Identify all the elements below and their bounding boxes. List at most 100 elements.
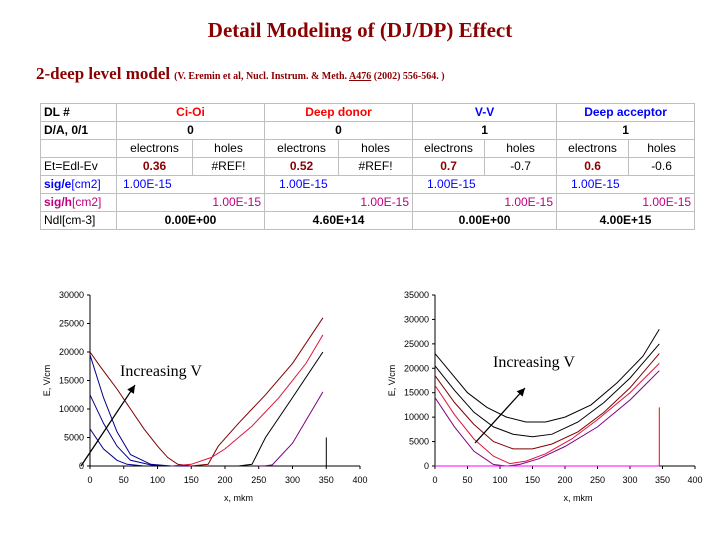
increasing-v-arrow: [474, 387, 526, 444]
y-tick-label: 10000: [404, 412, 429, 422]
x-tick-label: 50: [119, 475, 129, 485]
y-tick-label: 20000: [59, 347, 84, 357]
electrons-header: electrons: [264, 139, 340, 158]
series-line: [434, 328, 660, 423]
et-value: #REF!: [338, 157, 414, 176]
series-line: [434, 353, 660, 450]
y-tick-label: 30000: [404, 314, 429, 324]
slide-title: Detail Modeling of (DJ/DP) Effect: [207, 18, 513, 42]
electrons-header: electrons: [412, 139, 486, 158]
y-tick-label: 25000: [404, 339, 429, 349]
y-tick-label: 20000: [404, 363, 429, 373]
left-field-chart-svg: 0500010000150002000025000300000501001502…: [42, 290, 368, 503]
y-tick-label: 0: [424, 461, 429, 471]
level-ci-oi: Ci-Oi: [115, 103, 266, 122]
increasing-v-arrow: [80, 384, 136, 467]
x-axis-label: x, mkm: [564, 493, 593, 503]
ndl-value: 4.00E+15: [556, 211, 696, 230]
y-axis-label: E, V/cm: [42, 365, 52, 397]
x-tick-label: 200: [217, 475, 232, 485]
x-tick-label: 300: [285, 475, 300, 485]
y-tick-label: 10000: [59, 404, 84, 414]
da-value: 1: [556, 121, 696, 140]
sig-h-label: sig/h[cm2]: [40, 193, 117, 212]
sig-h-label-unit: [cm2]: [72, 195, 102, 209]
dl-label: DL #: [40, 103, 117, 122]
da-value: 1: [412, 121, 558, 140]
holes-header: holes: [628, 139, 696, 158]
sig-h-value: 1.00E-15: [115, 193, 266, 212]
table-row-sig-e: sig/e[cm2] 1.00E-15 1.00E-15 1.00E-15 1.…: [40, 175, 696, 194]
subtitle-main: 2-deep level model: [36, 64, 171, 83]
sig-e-label-unit: [cm2]: [71, 177, 101, 191]
sig-e-label: sig/e[cm2]: [40, 175, 117, 194]
et-value: 0.52: [264, 157, 340, 176]
electrons-header: electrons: [556, 139, 630, 158]
series-line: [434, 343, 660, 438]
da-label: D/A, 0/1: [40, 121, 117, 140]
y-tick-label: 25000: [59, 319, 84, 329]
x-tick-label: 200: [557, 475, 572, 485]
series-line: [258, 391, 324, 467]
x-tick-label: 250: [251, 475, 266, 485]
sig-e-label-main: sig/e: [44, 177, 72, 191]
x-axis-label: x, mkm: [224, 493, 253, 503]
y-tick-label: 30000: [59, 290, 84, 300]
arrow-head-icon: [516, 388, 525, 397]
increasing-v-annotation: Increasing V: [493, 354, 575, 371]
et-value: -0.7: [484, 157, 558, 176]
et-value: 0.6: [556, 157, 630, 176]
et-value: -0.6: [628, 157, 696, 176]
empty-cell: [40, 139, 117, 158]
series-line: [238, 351, 324, 467]
sig-h-value: 1.00E-15: [412, 193, 558, 212]
y-tick-label: 5000: [409, 437, 429, 447]
y-tick-label: 15000: [404, 388, 429, 398]
sig-e-value: 1.00E-15: [264, 175, 414, 194]
sig-h-value: 1.00E-15: [264, 193, 414, 212]
sig-h-label-main: sig/h: [44, 195, 73, 209]
left-field-chart: 0500010000150002000025000300000501001502…: [40, 283, 370, 513]
increasing-v-annotation: Increasing V: [120, 363, 202, 380]
table-row-sig-h: sig/h[cm2] 1.00E-15 1.00E-15 1.00E-15 1.…: [40, 193, 696, 212]
deep-level-parameters-table: DL # Ci-Oi Deep donor V-V Deep acceptor …: [40, 103, 696, 230]
x-tick-label: 400: [352, 475, 367, 485]
x-tick-label: 150: [184, 475, 199, 485]
y-axis-label: E, V/cm: [387, 365, 397, 397]
table-row-ndl: Ndl[cm-3] 0.00E+00 4.60E+14 0.00E+00 4.0…: [40, 211, 696, 230]
right-field-chart-svg: 0 5000 10000 15000 20000 25000 30000 35000 0 50 10…: [387, 290, 703, 503]
table-row-et: Et=Edl-Ev 0.36 #REF! 0.52 #REF! 0.7 -0.7…: [40, 157, 696, 176]
da-value: 0: [115, 121, 266, 140]
x-tick-label: 250: [590, 475, 605, 485]
arrow-head-icon: [127, 385, 135, 394]
series-line: [434, 363, 660, 465]
series-line: [170, 334, 324, 467]
y-tick-label: 35000: [404, 290, 429, 300]
x-tick-label: 100: [492, 475, 507, 485]
x-tick-label: 100: [150, 475, 165, 485]
x-tick-label: 350: [655, 475, 670, 485]
et-value: #REF!: [191, 157, 266, 176]
x-tick-label: 50: [462, 475, 472, 485]
y-tick-label: 5000: [64, 433, 84, 443]
ndl-value: 4.60E+14: [264, 211, 414, 230]
series-line: [89, 394, 168, 467]
holes-header: holes: [338, 139, 414, 158]
sig-e-value: 1.00E-15: [412, 175, 558, 194]
et-value: 0.7: [412, 157, 486, 176]
subtitle: 2-deep level model (V. Eremin et al, Nucl…: [36, 64, 445, 84]
reference-citation: (V. Eremin et al, Nucl. Instrum. & Meth.…: [174, 71, 444, 82]
x-tick-label: 150: [525, 475, 540, 485]
et-value: 0.36: [116, 157, 193, 176]
series-line: [89, 317, 324, 467]
series-line: [89, 428, 145, 467]
sig-e-value: 1.00E-15: [556, 175, 696, 194]
table-row-dl: DL # Ci-Oi Deep donor V-V Deep acceptor: [40, 103, 696, 122]
right-field-chart: 0 5000 10000 15000 20000 25000 30000 35000 0 50 10…: [385, 283, 710, 513]
holes-header: holes: [484, 139, 558, 158]
ndl-label: Ndl[cm-3]: [40, 211, 117, 230]
sig-h-value: 1.00E-15: [556, 193, 696, 212]
et-label: Et=Edl-Ev: [40, 157, 117, 176]
sig-e-value: 1.00E-15: [115, 175, 266, 194]
ndl-value: 0.00E+00: [115, 211, 266, 230]
